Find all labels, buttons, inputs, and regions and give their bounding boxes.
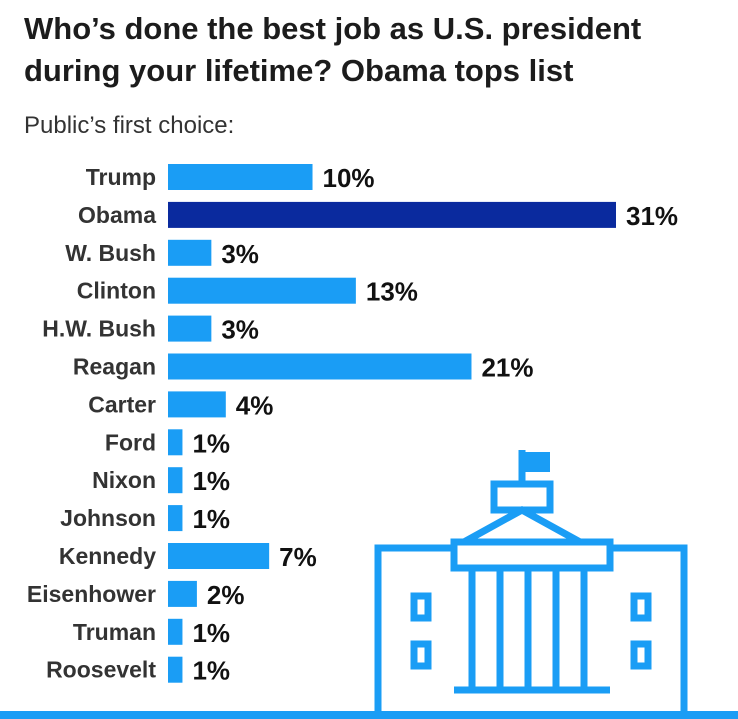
- bottom-rule: [0, 711, 738, 719]
- category-label-truman: Truman: [73, 619, 156, 645]
- category-label-nixon: Nixon: [92, 467, 156, 493]
- bar-reagan: [168, 353, 472, 380]
- value-label-nixon: 1%: [192, 466, 230, 496]
- bar-roosevelt: [168, 656, 183, 683]
- category-label-reagan: Reagan: [73, 354, 156, 380]
- bar-johnson: [168, 505, 183, 532]
- value-label-h-w-bush: 3%: [221, 315, 259, 345]
- category-label-carter: Carter: [88, 391, 156, 417]
- bar-ford: [168, 429, 183, 456]
- value-label-reagan: 21%: [481, 353, 533, 383]
- bar-truman: [168, 618, 183, 645]
- value-label-roosevelt: 1%: [192, 656, 230, 686]
- value-label-w-bush: 3%: [221, 239, 259, 269]
- category-label-w-bush: W. Bush: [65, 240, 156, 266]
- white-house-icon: [374, 450, 688, 712]
- value-label-kennedy: 7%: [279, 542, 317, 572]
- value-label-trump: 10%: [323, 163, 375, 193]
- category-label-eisenhower: Eisenhower: [27, 581, 156, 607]
- value-label-clinton: 13%: [366, 277, 418, 307]
- value-label-carter: 4%: [236, 390, 274, 420]
- bar-h-w-bush: [168, 315, 212, 342]
- bar-obama: [168, 201, 616, 228]
- category-label-johnson: Johnson: [60, 505, 156, 531]
- category-label-ford: Ford: [105, 429, 156, 455]
- category-label-h-w-bush: H.W. Bush: [42, 316, 156, 342]
- chart-title: Who’s done the best job as U.S. presiden…: [24, 11, 642, 88]
- bar-carter: [168, 391, 226, 418]
- value-label-johnson: 1%: [192, 504, 230, 534]
- value-label-ford: 1%: [192, 428, 230, 458]
- bar-nixon: [168, 467, 183, 494]
- bar-kennedy: [168, 543, 270, 569]
- category-label-roosevelt: Roosevelt: [46, 657, 156, 683]
- category-label-obama: Obama: [78, 202, 156, 228]
- category-label-trump: Trump: [86, 164, 156, 190]
- category-label-clinton: Clinton: [77, 278, 156, 304]
- category-label-kennedy: Kennedy: [59, 543, 156, 569]
- bar-clinton: [168, 277, 356, 304]
- value-label-eisenhower: 2%: [207, 580, 245, 610]
- value-label-obama: 31%: [626, 201, 678, 231]
- bar-trump: [168, 164, 313, 190]
- chart-subtitle: Public’s first choice:: [24, 112, 235, 139]
- value-label-truman: 1%: [192, 618, 230, 648]
- bar-w-bush: [168, 239, 212, 266]
- bar-eisenhower: [168, 580, 197, 607]
- bar-chart: Trump 10% Obama 31% W. Bush 3% Clinton 13% H.W. …: [27, 163, 678, 686]
